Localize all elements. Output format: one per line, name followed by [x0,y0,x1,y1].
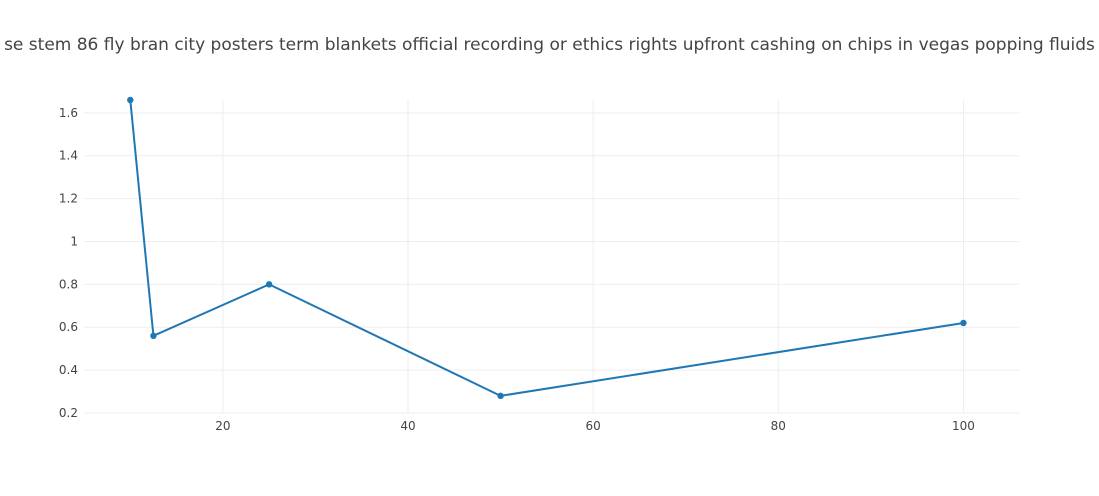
y-tick-label: 0.8 [59,277,78,291]
y-tick-label: 0.2 [59,406,78,420]
y-tick-label: 1.2 [59,192,78,206]
x-tick-label: 100 [952,419,975,433]
x-gridlines [222,100,964,413]
data-point [265,281,273,288]
y-tick-label: 1.6 [59,106,78,120]
x-tick-label: 80 [771,419,786,433]
x-tick-label: 60 [586,419,601,433]
series-layer [127,96,967,400]
y-gridlines [84,112,1019,414]
chart-title: se stem 86 fly bran city posters term bl… [4,35,1095,55]
data-point [960,319,967,327]
y-tick-label: 0.6 [59,320,78,334]
y-tick-label: 1.4 [59,149,78,163]
y-axis-ticks: 0.2 0.4 0.6 0.8 1 1.2 1.4 1.6 [59,106,78,420]
data-point [150,332,157,340]
data-point [497,392,504,400]
y-tick-label: 0.4 [59,363,78,377]
x-tick-label: 40 [400,419,415,433]
series-line [129,99,964,397]
x-tick-label: 20 [215,419,230,433]
y-tick-label: 1 [70,234,78,248]
data-point [127,96,134,104]
x-axis-ticks: 20 40 60 80 100 [215,419,975,433]
